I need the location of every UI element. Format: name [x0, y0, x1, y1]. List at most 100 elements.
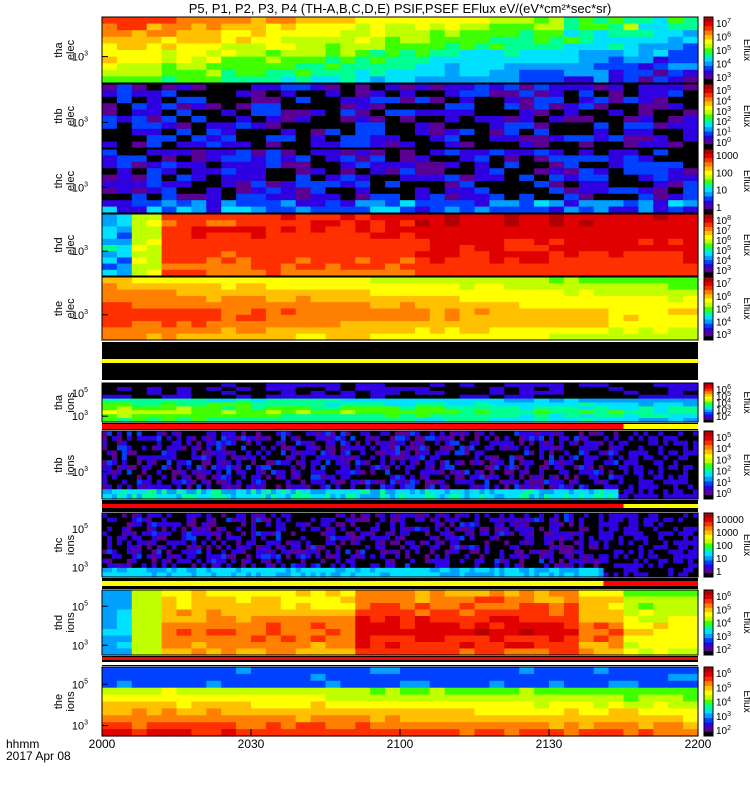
- heatmap-cell: [419, 465, 426, 471]
- heatmap-cell: [519, 257, 535, 265]
- heatmap-cell: [191, 494, 197, 500]
- heatmap-cell: [116, 540, 123, 546]
- heatmap-cell: [578, 489, 585, 495]
- heatmap-cell: [563, 168, 580, 176]
- heatmap-cell: [236, 30, 252, 38]
- heatmap-cell: [638, 135, 654, 143]
- heatmap-cell: [176, 289, 192, 297]
- heatmap-cell: [300, 567, 307, 574]
- heatmap-cell: [191, 314, 207, 322]
- heatmap-cell: [265, 386, 282, 392]
- heatmap-cell: [489, 431, 495, 437]
- heatmap-cell: [171, 545, 178, 551]
- heatmap-cell: [519, 386, 535, 392]
- heatmap-cell: [494, 460, 500, 466]
- heatmap-cell: [151, 431, 158, 437]
- heatmap-cell: [429, 295, 446, 303]
- heatmap-cell: [474, 440, 481, 447]
- heatmap-cell: [439, 469, 446, 476]
- heatmap-cell: [340, 76, 356, 84]
- heatmap-cell: [514, 460, 520, 466]
- heatmap-cell: [300, 465, 307, 471]
- heatmap-cell: [131, 531, 138, 537]
- heatmap-cell: [573, 440, 580, 447]
- heatmap-cell: [111, 531, 118, 537]
- heatmap-cell: [355, 155, 371, 163]
- heatmap-cell: [593, 277, 610, 284]
- heatmap-cell: [146, 513, 153, 519]
- heatmap-cell: [578, 181, 595, 188]
- heatmap-cell: [474, 257, 490, 265]
- heatmap-cell: [295, 489, 302, 495]
- heatmap-cell: [563, 450, 570, 456]
- heatmap-cell: [191, 469, 197, 476]
- heatmap-cell: [310, 103, 327, 111]
- heatmap-cell: [633, 479, 639, 486]
- heatmap-cell: [400, 36, 416, 44]
- heatmap-cell: [429, 469, 436, 476]
- heatmap-cell: [519, 277, 535, 284]
- heatmap-cell: [196, 455, 202, 461]
- heatmap-cell: [593, 103, 610, 111]
- heatmap-cell: [633, 474, 639, 481]
- heatmap-cell: [295, 469, 302, 476]
- heatmap-cell: [116, 394, 133, 400]
- heatmap-cell: [340, 431, 346, 437]
- colorbar-step: [704, 174, 713, 180]
- heatmap-cell: [638, 333, 654, 341]
- heatmap-cell: [340, 245, 356, 252]
- colorbar-step: [704, 416, 713, 420]
- heatmap-cell: [583, 460, 590, 466]
- heatmap-cell: [668, 155, 684, 163]
- heatmap-cell: [300, 513, 307, 519]
- heatmap-cell: [474, 465, 481, 471]
- heatmap-cell: [295, 474, 302, 481]
- heatmap-cell: [340, 406, 356, 411]
- heatmap-cell: [166, 526, 173, 532]
- heatmap-cell: [325, 465, 332, 471]
- heatmap-cell: [176, 206, 192, 214]
- heatmap-cell: [449, 489, 456, 495]
- heatmap-cell: [618, 445, 625, 452]
- heatmap-cell: [325, 116, 341, 123]
- heatmap-cell: [325, 479, 332, 486]
- heatmap-cell: [186, 554, 192, 560]
- heatmap-cell: [171, 535, 178, 542]
- heatmap-cell: [623, 161, 639, 169]
- heatmap-cell: [310, 187, 327, 195]
- heatmap-cell: [355, 193, 371, 201]
- heatmap-cell: [126, 440, 133, 447]
- heatmap-cell: [171, 513, 178, 519]
- heatmap-cell: [191, 410, 207, 415]
- heatmap-cell: [489, 238, 505, 246]
- heatmap-cell: [295, 435, 302, 442]
- heatmap-cell: [429, 206, 446, 214]
- heatmap-cell: [236, 263, 252, 271]
- heatmap-cell: [633, 469, 639, 476]
- heatmap-cell: [176, 517, 183, 523]
- heatmap-cell: [370, 494, 376, 500]
- heatmap-cell: [236, 327, 252, 335]
- heatmap-cell: [608, 63, 625, 71]
- heatmap-cell: [106, 460, 113, 466]
- heatmap-cell: [116, 251, 133, 258]
- heatmap-cell: [221, 418, 237, 423]
- heatmap-cell: [549, 17, 565, 25]
- heatmap-cell: [414, 440, 421, 447]
- heatmap-cell: [186, 522, 192, 528]
- heatmap-cell: [265, 232, 282, 240]
- heatmap-cell: [504, 141, 520, 149]
- heatmap-cell: [305, 479, 312, 486]
- heatmap-cell: [434, 479, 441, 486]
- heatmap-cell: [519, 193, 535, 201]
- heatmap-cell: [474, 245, 490, 252]
- y-tick-label: 103: [72, 410, 88, 423]
- heatmap-cell: [534, 96, 550, 104]
- heatmap-cell: [161, 406, 178, 411]
- heatmap-cell: [668, 220, 684, 227]
- heatmap-cell: [290, 558, 297, 564]
- heatmap-cell: [146, 96, 163, 104]
- heatmap-cell: [260, 435, 267, 442]
- heatmap-cell: [146, 402, 163, 407]
